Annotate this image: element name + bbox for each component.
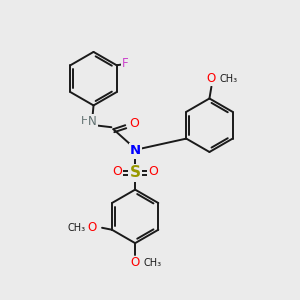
Text: H: H xyxy=(80,116,89,126)
Text: F: F xyxy=(122,57,129,70)
Text: CH₃: CH₃ xyxy=(219,74,238,84)
Text: CH₃: CH₃ xyxy=(143,258,161,268)
Text: O: O xyxy=(130,256,140,269)
Text: N: N xyxy=(130,145,141,158)
Text: O: O xyxy=(88,221,97,234)
Text: O: O xyxy=(129,117,139,130)
Text: N: N xyxy=(88,115,97,128)
Text: O: O xyxy=(207,72,216,85)
Text: CH₃: CH₃ xyxy=(67,223,85,233)
Text: O: O xyxy=(112,165,122,178)
Text: O: O xyxy=(148,165,158,178)
Text: S: S xyxy=(130,165,141,180)
